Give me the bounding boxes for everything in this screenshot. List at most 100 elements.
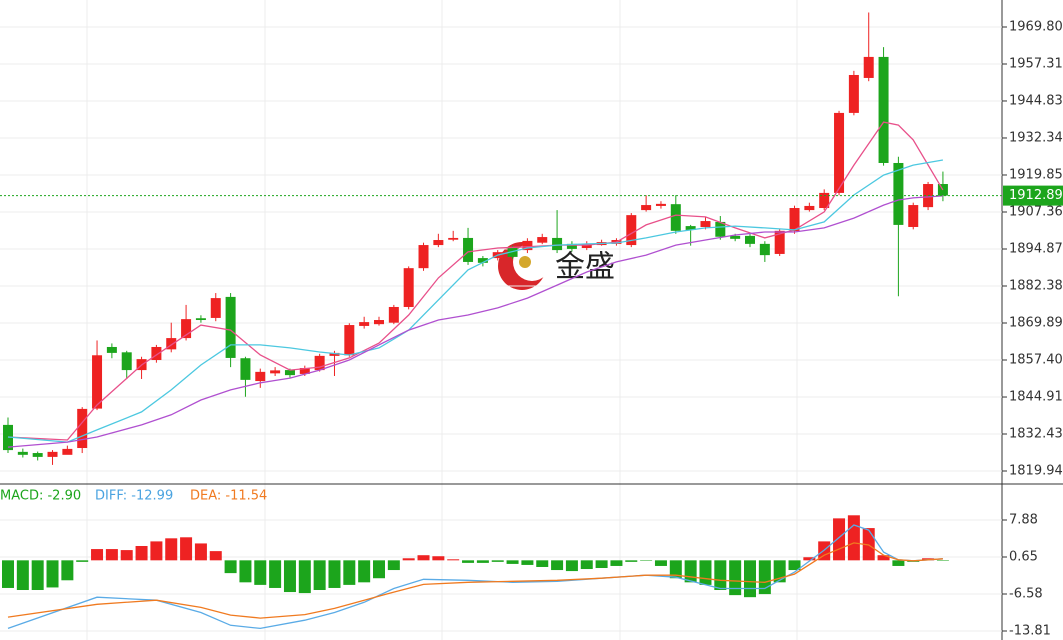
macd-bar (521, 560, 534, 565)
y-tick-label: -13.81 (1009, 623, 1051, 638)
candle-body (17, 451, 28, 455)
candle-body (240, 358, 251, 380)
macd-bar (224, 560, 237, 574)
macd-bar (298, 560, 311, 594)
candle-body (92, 355, 103, 409)
macd-bar (536, 560, 549, 567)
macd-bar (269, 560, 282, 588)
candle-body (77, 408, 88, 449)
y-tick-label: 1869.89 (1009, 316, 1063, 331)
line-series (7, 159, 944, 443)
candle-body (344, 325, 355, 356)
candle-body (359, 322, 370, 326)
macd-bar (135, 545, 148, 561)
y-tick-label: 7.88 (1009, 513, 1038, 528)
macd-bar (402, 558, 415, 561)
y-tick-label: 0.65 (1009, 549, 1038, 564)
y-tick-label: 1894.87 (1009, 241, 1063, 256)
macd-bar (625, 560, 638, 562)
y-tick-label: 1832.43 (1009, 426, 1063, 441)
candle-body (314, 355, 325, 371)
candle-body (62, 448, 73, 455)
candle-body (878, 56, 889, 163)
macd-bar (76, 560, 89, 562)
line-series (7, 524, 943, 630)
macd-bar (209, 551, 222, 561)
candle-body (908, 205, 919, 227)
candle-body (388, 306, 399, 323)
candle-body (848, 74, 859, 113)
y-tick-label: 1969.80 (1009, 19, 1063, 34)
candle-body (804, 205, 815, 211)
candle-body (834, 112, 845, 193)
y-tick-label: 1844.91 (1009, 390, 1063, 405)
candle-body (166, 338, 177, 350)
macd-bar (595, 560, 608, 569)
y-tick-label: -6.58 (1009, 586, 1043, 601)
candle-body (255, 371, 266, 382)
y-tick-label: 1919.85 (1009, 167, 1063, 182)
y-tick-label: 1907.36 (1009, 204, 1063, 219)
candle-body (819, 192, 830, 209)
candle-body (195, 318, 206, 321)
last-price-box (1003, 185, 1063, 206)
legend-label: DEA: -11.54 (190, 489, 267, 504)
macd-bar (91, 549, 104, 561)
macd-bar (506, 560, 519, 564)
candle-body (700, 221, 711, 227)
candle-body (32, 453, 43, 457)
candle-body (210, 298, 221, 318)
macd-bar (328, 560, 341, 588)
candle-body (106, 346, 117, 353)
macd-bar (165, 538, 178, 561)
macd-bar (150, 541, 163, 561)
macd-bar (610, 560, 623, 566)
candle-body (759, 243, 770, 256)
legend-label: MACD: -2.90 (0, 489, 81, 504)
logo-cut (513, 243, 551, 281)
line-series (7, 121, 944, 441)
candle-body (641, 205, 652, 211)
macd-bar (120, 550, 133, 561)
macd-bar (373, 560, 385, 579)
macd-bar (565, 560, 578, 572)
candle-body (418, 245, 429, 269)
candle-body (225, 296, 236, 358)
candle-body (329, 352, 340, 356)
y-tick-label: 1944.83 (1009, 93, 1063, 108)
macd-bar (833, 518, 846, 561)
line-series (7, 195, 943, 448)
candle-body (745, 235, 755, 244)
candle-body (774, 230, 785, 254)
y-tick-label: 1819.94 (1009, 464, 1063, 479)
macd-bar (744, 560, 756, 598)
macd-bar (714, 560, 727, 591)
macd-bar (180, 537, 193, 561)
macd-bar (892, 560, 905, 566)
candle-body (789, 208, 800, 232)
macd-bar (16, 560, 29, 591)
candle-body (685, 226, 696, 230)
candle-body (552, 237, 563, 251)
macd-bar (194, 543, 207, 561)
candle-body (670, 204, 681, 231)
candle-body (537, 237, 548, 243)
macd-bar (699, 560, 712, 585)
macd-bar (31, 560, 44, 591)
macd-bar (669, 560, 682, 579)
macd-bar (46, 560, 59, 588)
candle-body (463, 237, 474, 262)
macd-bar (847, 515, 860, 561)
macd-bar (684, 560, 697, 583)
macd-bar (387, 560, 400, 571)
candle-body (433, 240, 444, 246)
macd-bar (803, 557, 816, 561)
candle-body (730, 235, 741, 239)
candle-body (522, 240, 533, 251)
macd-bar (358, 560, 371, 583)
candle-body (715, 221, 726, 237)
macd-bar (758, 560, 771, 595)
candle-body (181, 319, 192, 339)
candle-body (893, 162, 904, 225)
candle-body (507, 248, 518, 257)
